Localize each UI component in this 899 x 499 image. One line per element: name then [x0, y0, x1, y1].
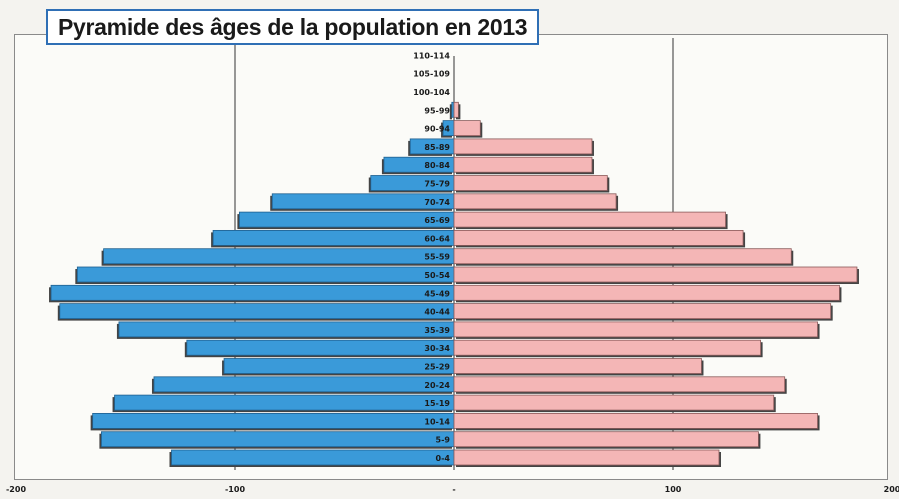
- category-label: 45-49: [424, 289, 450, 298]
- category-label: 25-29: [424, 363, 450, 372]
- bar-left-65-69: [238, 211, 455, 228]
- category-label: 75-79: [424, 180, 450, 189]
- category-label: 105-109: [413, 70, 450, 79]
- category-label: 15-19: [424, 399, 450, 408]
- bar-right-40-44: [453, 303, 832, 320]
- category-label: 65-69: [424, 216, 450, 225]
- bar-left-30-34: [186, 339, 455, 356]
- category-label: 35-39: [424, 326, 450, 335]
- x-tick-label: 100: [665, 485, 682, 494]
- category-label: 5-9: [436, 436, 451, 445]
- category-label: 55-59: [424, 253, 450, 262]
- x-tick-label: -: [452, 485, 455, 494]
- bar-left-50-54: [76, 266, 455, 283]
- category-label: 90-94: [424, 125, 450, 134]
- category-label: 40-44: [424, 308, 450, 317]
- bar-left-25-29: [223, 358, 455, 374]
- category-label: 50-54: [424, 271, 450, 280]
- category-label: 10-14: [424, 417, 450, 426]
- category-label: 0-4: [436, 454, 451, 463]
- bar-left-55-59: [103, 248, 455, 265]
- bar-right-95-99: [453, 101, 459, 118]
- x-tick-label: -100: [225, 485, 245, 494]
- category-label: 70-74: [424, 198, 450, 207]
- bar-right-30-34: [453, 339, 762, 356]
- category-label: 100-104: [413, 88, 450, 97]
- x-axis-tick-labels: -200 -100-100 200: [6, 485, 899, 494]
- bar-right-75-79: [453, 175, 608, 191]
- bar-left-5-9: [101, 431, 455, 448]
- bar-left-15-19: [114, 394, 455, 411]
- chart-title-box: Pyramide des âges de la population en 20…: [46, 9, 540, 45]
- bars: [49, 101, 859, 467]
- category-label: 95-99: [424, 106, 450, 115]
- bar-left-60-64: [212, 229, 455, 246]
- category-labels: 0-4 5-9 10-14 15-19 20-24 25-29 30-34 35-39 40-4…: [413, 51, 450, 463]
- bar-right-15-19: [453, 394, 775, 411]
- bar-left-40-44: [59, 303, 455, 320]
- chart-title: Pyramide des âges de la population en 20…: [58, 13, 528, 40]
- bar-right-90-94: [453, 120, 481, 136]
- bar-right-10-14: [453, 412, 818, 429]
- bar-right-20-24: [453, 376, 786, 393]
- category-label: 85-89: [424, 143, 450, 152]
- bar-right-55-59: [453, 248, 792, 265]
- bar-left-0-4: [171, 449, 455, 466]
- category-label: 20-24: [424, 381, 450, 390]
- bar-left-10-14: [92, 412, 455, 429]
- bar-left-35-39: [118, 321, 455, 338]
- bar-right-80-84: [453, 156, 593, 173]
- bar-right-60-64: [453, 229, 744, 246]
- bar-left-20-24: [153, 376, 455, 393]
- bar-right-45-49: [453, 284, 840, 301]
- bar-right-5-9: [453, 431, 759, 448]
- bar-shadow-left: [449, 104, 452, 120]
- bar-right-65-69: [453, 211, 726, 228]
- category-label: 80-84: [424, 161, 450, 170]
- bar-left-45-49: [50, 284, 455, 301]
- category-label: 60-64: [424, 234, 450, 243]
- x-tick-label: -200: [6, 485, 26, 494]
- bar-right-85-89: [453, 138, 593, 155]
- bar-right-70-74: [453, 193, 617, 210]
- bar-right-50-54: [453, 266, 858, 283]
- bar-right-35-39: [453, 321, 818, 338]
- bar-right-0-4: [453, 449, 720, 466]
- category-label: 110-114: [413, 51, 450, 60]
- x-tick-label: 200: [884, 485, 899, 494]
- bar-right-25-29: [453, 358, 702, 374]
- category-label: 30-34: [424, 344, 450, 353]
